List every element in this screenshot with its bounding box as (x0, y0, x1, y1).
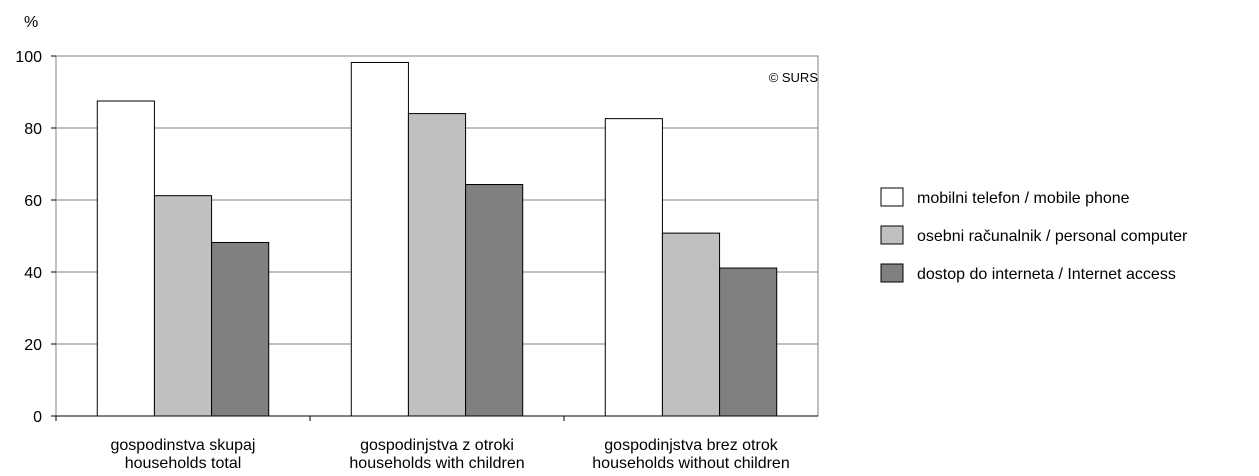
category-label: households without children (592, 455, 789, 472)
category-label: gospodinstva skupaj (111, 437, 256, 454)
legend-label: dostop do interneta / Internet access (917, 266, 1176, 283)
bar (350, 61, 409, 417)
bar (465, 184, 524, 417)
legend-swatch (880, 225, 904, 245)
bar (153, 195, 213, 417)
legend-label: osebni računalnik / personal computer (917, 228, 1188, 245)
bars (96, 61, 778, 417)
copyright-annotation: © SURS (769, 70, 819, 85)
y-tick-labels: 0 20 40 60 80 100 (15, 49, 42, 426)
legend: mobilni telefon / mobile phone osebni rač… (880, 187, 1188, 283)
y-axis-label: % (24, 14, 38, 31)
bar (719, 267, 778, 417)
bar (407, 113, 467, 417)
category-label: households with children (349, 455, 524, 472)
legend-label: mobilni telefon / mobile phone (917, 190, 1130, 207)
y-tick-label: 80 (24, 121, 42, 138)
category-label: gospodinjstva z otroki (360, 437, 514, 454)
category-label: gospodinjstva brez otrok (604, 437, 778, 454)
y-tick-label: 60 (24, 193, 42, 210)
y-tick-label: 20 (24, 337, 42, 354)
legend-swatch (880, 263, 904, 283)
bar (211, 241, 270, 417)
y-tick-label: 40 (24, 265, 42, 282)
bar (604, 118, 663, 417)
legend-swatch (880, 187, 904, 207)
bar (661, 232, 721, 417)
y-tick-label: 100 (15, 49, 42, 66)
bar (96, 100, 155, 417)
y-tick-label: 0 (33, 409, 42, 426)
category-label: households total (125, 455, 242, 472)
